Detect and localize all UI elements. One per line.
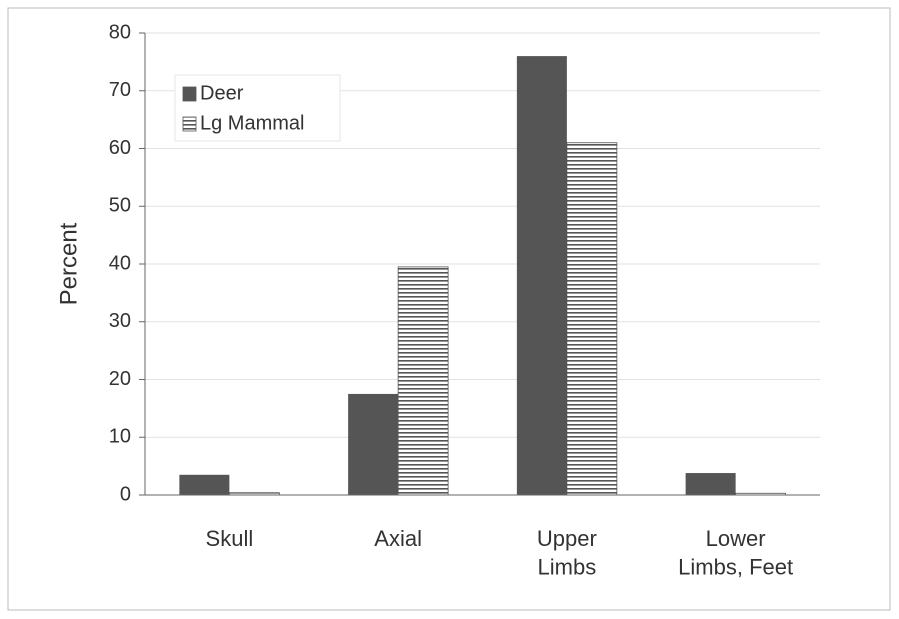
y-tick-label: 60 (109, 137, 131, 159)
y-tick-label: 30 (109, 310, 131, 332)
y-tick-label: 20 (109, 368, 131, 390)
y-tick-label: 40 (109, 252, 131, 274)
x-tick-label: Axial (374, 526, 422, 551)
bar (179, 474, 230, 495)
legend-label: Deer (200, 82, 244, 104)
x-tick-label: Skull (206, 526, 254, 551)
y-tick-label: 70 (109, 79, 131, 101)
bar (397, 266, 449, 496)
y-tick-label: 0 (120, 483, 131, 505)
bar (566, 142, 618, 496)
x-tick-label: Upper Limbs (537, 526, 597, 580)
legend-swatch (182, 86, 197, 102)
frame (7, 7, 891, 611)
bar (685, 473, 736, 495)
bar (348, 393, 399, 495)
y-tick-label: 10 (109, 426, 131, 448)
x-tick-label: Lower Limbs, Feet (678, 526, 793, 580)
legend-swatch (182, 116, 197, 132)
legend-box (174, 74, 341, 142)
bar (516, 56, 567, 495)
y-axis-label: Percent (55, 222, 82, 305)
y-tick-label: 50 (109, 195, 131, 217)
y-tick-label: 80 (109, 21, 131, 43)
legend-label: Lg Mammal (200, 112, 304, 134)
